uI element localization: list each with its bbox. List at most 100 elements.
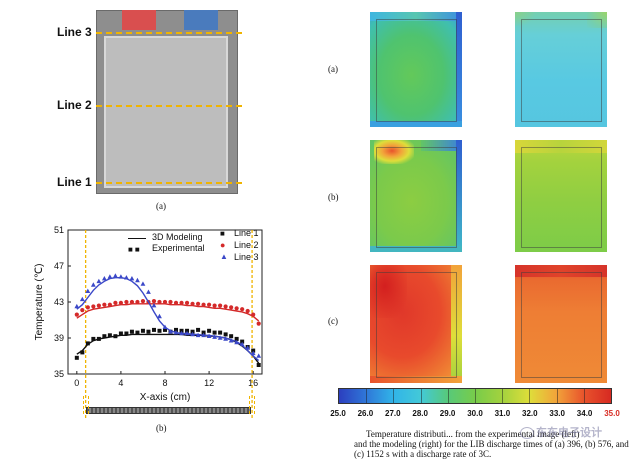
data-point-line2 (91, 304, 96, 309)
data-point-line2 (251, 312, 256, 317)
caption-line-1: Temperature distributi... from the exper… (366, 429, 580, 439)
data-point-line3 (223, 336, 229, 341)
heatmap-c-experimental (370, 265, 462, 383)
data-point-line2 (168, 299, 173, 305)
heatmap-b-model (515, 140, 607, 252)
colorbar-tick-label: 31.0 (494, 409, 511, 418)
heatmap-row-label-a: (a) (328, 64, 338, 74)
data-point-line1 (234, 336, 239, 341)
x-tick-label: 12 (204, 378, 214, 388)
legend-line1-label: Line 1 (234, 228, 259, 238)
battery-tab-negative (184, 10, 218, 30)
x-axis-label: X-axis (cm) (140, 392, 191, 403)
data-point-line1 (157, 328, 162, 333)
data-point-line1 (190, 329, 195, 334)
legend-model-label: 3D Modeling (152, 232, 203, 242)
data-point-line2 (234, 306, 239, 311)
data-point-line2 (184, 300, 190, 305)
colorbar-divider (529, 389, 531, 403)
data-point-line2 (102, 302, 107, 307)
data-point-line3 (250, 350, 256, 356)
colorbar-tick-label: 32.0 (522, 409, 538, 418)
data-point-line3 (234, 339, 240, 345)
data-point-line1 (124, 331, 129, 336)
colorbar-divider (447, 389, 449, 403)
data-point-line3 (173, 330, 179, 335)
data-point-line1 (223, 332, 228, 337)
legend-exp-label: Experimental (152, 243, 205, 253)
data-point-line2 (85, 305, 90, 310)
figure-caption: Temperature distributi... from the exper… (354, 429, 639, 459)
heatmap-a-experimental (370, 12, 462, 127)
data-point-line3 (140, 281, 146, 286)
colorbar-tick-label: 26.0 (357, 409, 374, 418)
data-point-line2 (218, 303, 223, 308)
data-point-line3 (228, 338, 234, 343)
heatmap-b-experimental (370, 140, 462, 252)
colorbar-divider (556, 389, 558, 403)
colorbar-divider (393, 389, 395, 403)
data-point-line2 (212, 303, 217, 308)
line1-marker (96, 182, 242, 184)
data-point-line3 (118, 274, 124, 279)
data-point-line1 (140, 328, 145, 333)
data-point-line2 (74, 312, 79, 317)
colorbar-tick-label: 34.0 (576, 409, 593, 418)
heatmap-a-model (515, 12, 607, 127)
data-point-line3 (85, 288, 91, 293)
data-point-line1 (185, 328, 190, 333)
y-tick-label: 47 (54, 261, 64, 271)
data-point-line1 (118, 331, 123, 336)
legend-line2-label: Line 2 (234, 240, 259, 250)
legend-model-swatch (128, 238, 146, 239)
data-point-line1 (85, 341, 90, 346)
strip-dashed-left (83, 396, 89, 414)
colorbar-tick-label: 33.0 (549, 409, 565, 418)
data-point-line3 (157, 313, 162, 319)
colorbar-divider (475, 389, 476, 403)
data-point-line2 (124, 299, 129, 305)
x-tick-label: 0 (74, 378, 79, 388)
data-point-line1 (107, 333, 112, 338)
colorbar-divider (366, 389, 368, 403)
y-tick-label: 39 (54, 333, 64, 343)
data-point-line2 (96, 303, 101, 308)
data-point-line3 (151, 303, 157, 308)
colorbar-divider (583, 389, 585, 403)
line3-marker (96, 32, 242, 34)
y-tick-label: 51 (54, 225, 64, 235)
data-point-line1 (80, 350, 85, 355)
data-point-line3 (101, 276, 107, 281)
data-point-line1 (212, 330, 217, 335)
data-point-line2 (223, 304, 228, 309)
data-point-line2 (173, 300, 179, 305)
data-point-line2 (245, 308, 250, 314)
data-point-line2 (113, 300, 118, 305)
data-point-line3 (162, 324, 168, 329)
data-point-line2 (229, 305, 234, 310)
colorbar-labels: 25.0 26.0 27.0 28.0 29.0 30.0 31.0 32.0 33.0 34.0… (326, 409, 626, 419)
data-point-line1 (146, 329, 151, 334)
data-point-line3 (217, 335, 223, 340)
battery-schematic (96, 10, 238, 194)
legend-line3-label: Line 3 (234, 252, 259, 262)
legend-line1-marker: ■ (220, 229, 225, 238)
data-point-line1 (218, 330, 223, 335)
data-point-line1 (196, 327, 201, 332)
y-tick-label: 35 (54, 369, 64, 379)
data-point-line1 (151, 327, 156, 332)
data-point-line3 (245, 345, 251, 350)
battery-cell-inner (104, 36, 228, 188)
data-point-line2 (135, 299, 140, 305)
data-point-line3 (96, 278, 102, 284)
watermark: 东东电子设计 (520, 424, 602, 440)
colorbar-tick-label: 25.0 (330, 409, 346, 418)
data-point-line3 (212, 334, 218, 339)
data-point-line3 (112, 273, 118, 278)
line2-label: Line 2 (57, 98, 92, 112)
chart-legend: 3D Modeling ■■ Experimental ■ Line 1 ● L… (128, 228, 278, 276)
data-point-line2 (151, 299, 157, 304)
battery-tab-positive (122, 10, 156, 30)
data-point-line3 (168, 329, 173, 334)
temperature-chart: 35 39 43 47 51 0 4 8 12 16 X-axis (cm) Temperature … (34, 225, 263, 418)
